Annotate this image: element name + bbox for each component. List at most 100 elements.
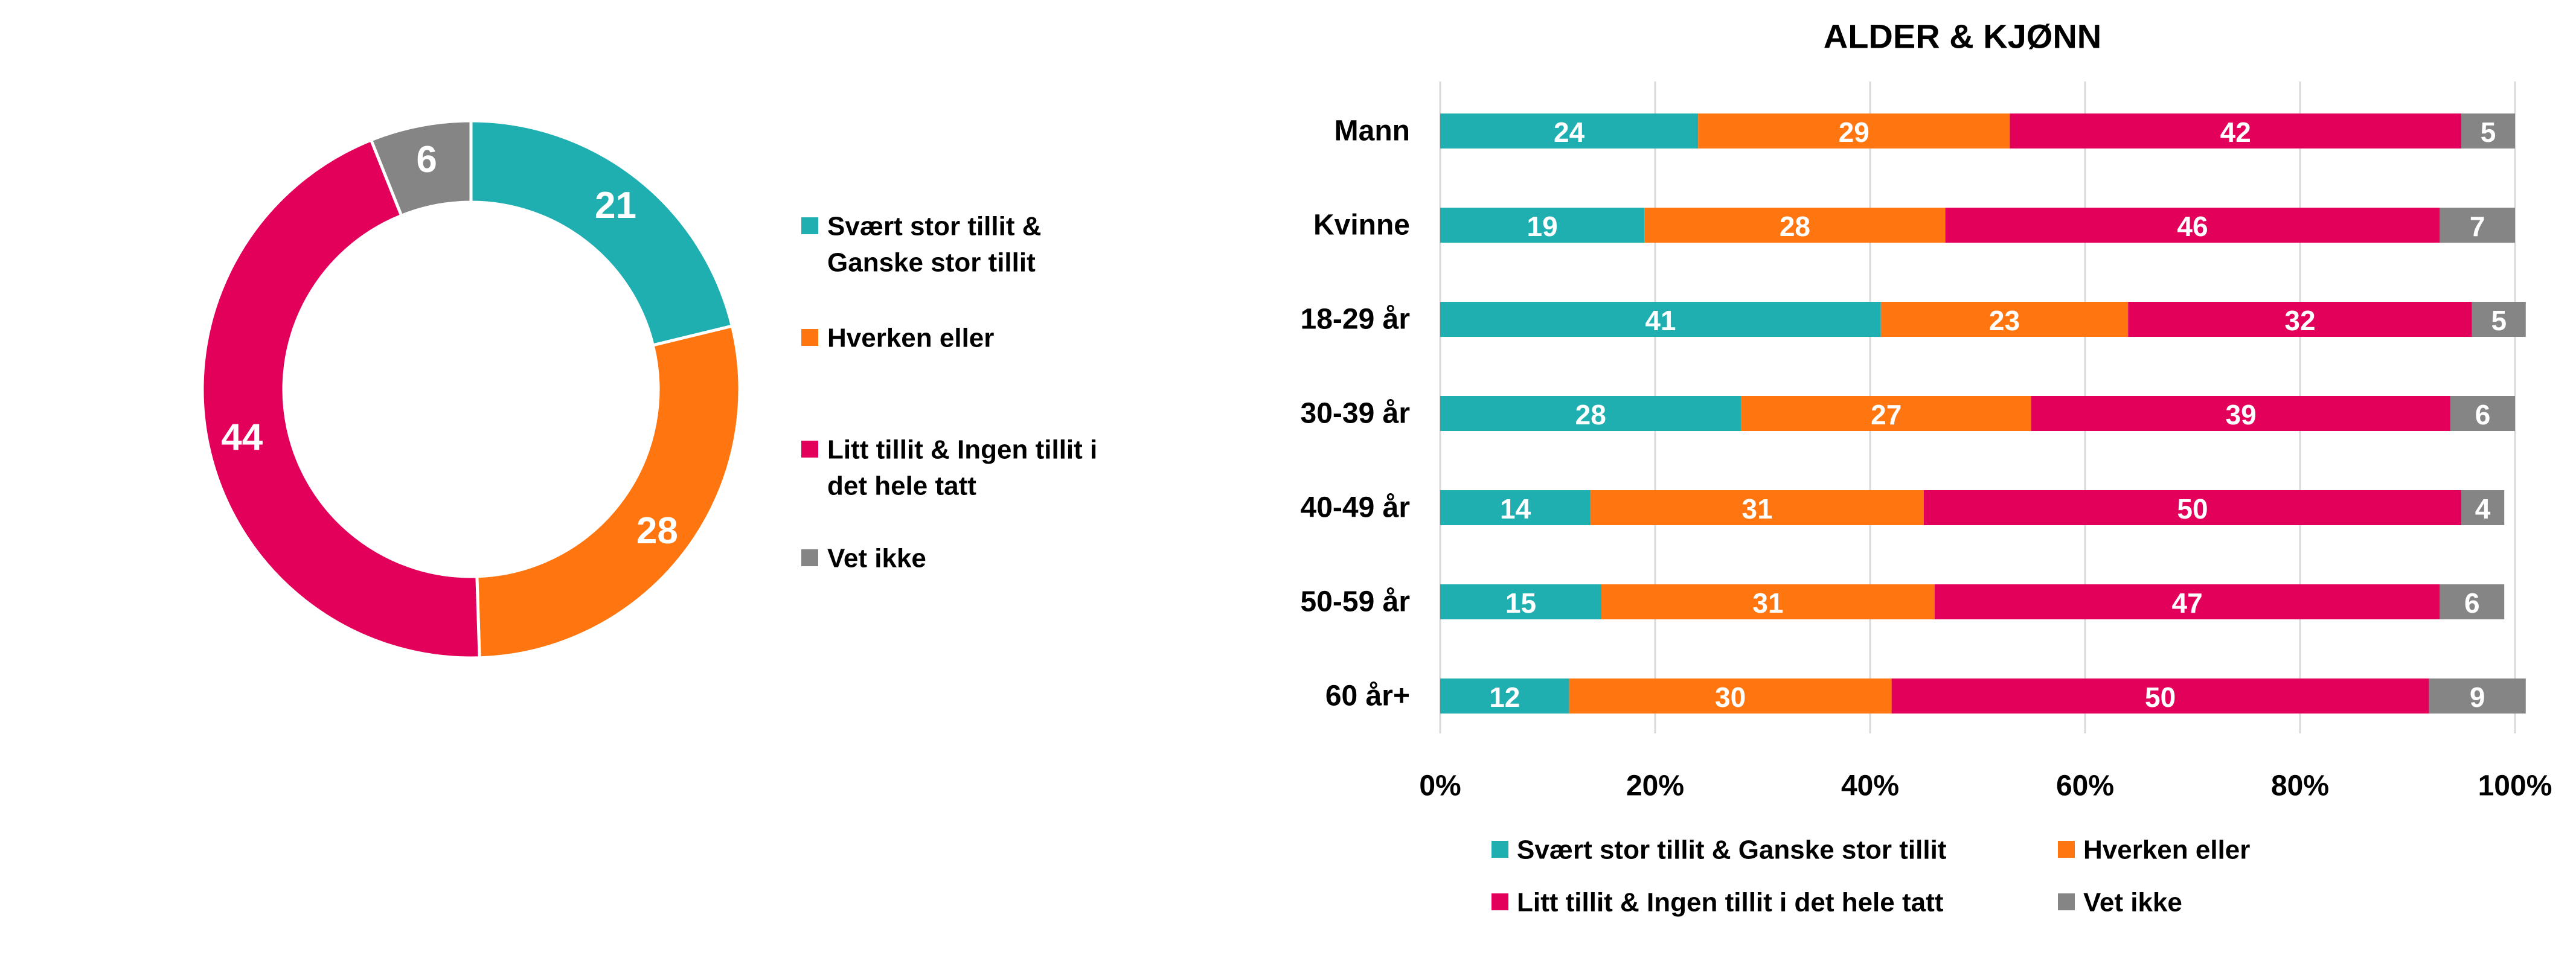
category-label: Kvinne (1313, 209, 1410, 241)
donut-legend-label: Litt tillit & Ingen tillit i (827, 435, 1097, 465)
bar-chart-title: ALDER & KJØNN (1824, 18, 2101, 56)
legend-swatch (801, 329, 818, 346)
bar-segment-label: 15 (1505, 587, 1536, 619)
bar-chart-x-tick-labels: 0% 20% 40% 60% 80% 100% (1419, 770, 2552, 802)
bar-segment-hverken-eller (1591, 490, 1924, 525)
legend-swatch (2058, 841, 2075, 858)
bar-segment-vet-ikke (2450, 396, 2515, 431)
x-tick-label: 60% (2056, 770, 2114, 802)
donut-legend-label: Ganske stor tillit (827, 248, 1036, 278)
bar-segment-label: 50 (2177, 493, 2208, 525)
bar-segment-litt-tillit-and-ingen-tillit-i-det-hele-tatt (1924, 490, 2461, 525)
donut-slice-label: 28 (636, 510, 678, 552)
bar-segment-hverken-eller (1698, 113, 2010, 148)
donut-legend-label: Vet ikke (827, 544, 926, 573)
donut-legend-label: det hele tatt (827, 471, 976, 501)
category-label: 40-49 år (1301, 492, 1410, 524)
bar-segment-label: 24 (1554, 117, 1585, 148)
bar-segment-label: 28 (1780, 211, 1810, 242)
donut-legend-label: Hverken eller (827, 324, 994, 353)
category-label: 50-59 år (1301, 586, 1410, 618)
bar-segment-litt-tillit-and-ingen-tillit-i-det-hele-tatt (2128, 302, 2472, 337)
bar-segment-label: 5 (2491, 305, 2507, 336)
bar-legend-label: Svært stor tillit & Ganske stor tillit (1517, 835, 1947, 865)
bar-segment-label: 47 (2172, 587, 2203, 619)
donut-legend-item: Vet ikke (801, 544, 926, 573)
bar-segment-label: 31 (1752, 587, 1783, 619)
bar-segment-label: 23 (1989, 305, 2020, 336)
bar-segment-label: 12 (1489, 682, 1520, 713)
legend-swatch (801, 441, 818, 458)
bar-segment-vet-ikke (2429, 678, 2526, 714)
bar-segment-litt-tillit-and-ingen-tillit-i-det-hele-tatt (1891, 678, 2429, 714)
bar-segment-hverken-eller (1644, 208, 1946, 243)
legend-swatch (1491, 841, 1508, 858)
donut-slice-label: 6 (416, 139, 437, 180)
bar-segment-vet-ikke (2440, 208, 2515, 243)
bar-segment-label: 7 (2470, 211, 2485, 242)
category-label: 18-29 år (1301, 304, 1410, 336)
bar-segment-label: 9 (2470, 682, 2485, 713)
bar-legend-label: Litt tillit & Ingen tillit i det hele ta… (1517, 888, 1944, 918)
bar-segment-label: 41 (1645, 305, 1676, 336)
bar-segment-vet-ikke (2440, 584, 2505, 619)
legend-swatch (1491, 893, 1508, 910)
category-label: 30-39 år (1301, 398, 1410, 430)
bar-segment-label: 29 (1839, 117, 1870, 148)
bar-segment-label: 31 (1742, 493, 1773, 525)
legend-swatch (2058, 893, 2075, 910)
bar-chart-bars: 24 29 42 5 19 28 46 7 41 23 32 5 28 27 39 6 14 31 50 4 15 31 4… (1440, 113, 2526, 714)
donut-legend-item: Hverken eller (801, 324, 994, 353)
bar-segment-label: 42 (2220, 117, 2251, 148)
bar-segment-litt-tillit-and-ingen-tillit-i-det-hele-tatt (1934, 584, 2440, 619)
bar-segment-litt-tillit-and-ingen-tillit-i-det-hele-tatt (1945, 208, 2440, 243)
bar-segment-label: 28 (1575, 399, 1606, 430)
bar-segment-svaert-stor-tillit-and-ganske-stor-tillit (1440, 396, 1741, 431)
bar-row-40-49-ar: 14 31 50 4 (1440, 490, 2505, 525)
bar-row-30-39-ar: 28 27 39 6 (1440, 396, 2515, 431)
bar-segment-label: 46 (2177, 211, 2208, 242)
bar-segment-hverken-eller (1601, 584, 1935, 619)
bar-segment-label: 19 (1527, 211, 1558, 242)
bar-segment-litt-tillit-and-ingen-tillit-i-det-hele-tatt (2031, 396, 2451, 431)
bar-row-60-ar: 12 30 50 9 (1440, 678, 2526, 714)
x-tick-label: 20% (1626, 770, 1684, 802)
bar-segment-litt-tillit-and-ingen-tillit-i-det-hele-tatt (2010, 113, 2461, 148)
category-label: Mann (1334, 115, 1410, 147)
bar-segment-vet-ikke (2472, 302, 2526, 337)
bar-segment-label: 39 (2226, 399, 2257, 430)
bar-row-18-29-ar: 41 23 32 5 (1440, 302, 2526, 337)
donut-slice-label: 44 (221, 417, 263, 458)
donut-slice-hverken-eller (475, 324, 742, 660)
bar-chart-category-labels: Mann Kvinne 18-29 år 30-39 år 40-49 år 50-59 … (1301, 115, 1410, 712)
x-tick-label: 100% (2478, 770, 2552, 802)
bar-legend-item-svaert-stor-tillit-and-ganske-stor-tillit: Svært stor tillit & Ganske stor tillit (1491, 835, 1947, 865)
bar-segment-svaert-stor-tillit-and-ganske-stor-tillit (1440, 113, 1699, 148)
donut-legend-item: Svært stor tillit & Ganske stor tillit (801, 212, 1042, 278)
bar-segment-label: 32 (2284, 305, 2315, 336)
donut-slice-litt-tillit-and-ingen-tillit-i-det-hele-tatt (200, 138, 481, 660)
bar-legend-label: Hverken eller (2083, 835, 2250, 865)
donut-slice-vet-ikke (369, 119, 473, 218)
bar-segment-svaert-stor-tillit-and-ganske-stor-tillit (1440, 584, 1601, 619)
bar-legend-item-litt-tillit-and-ingen-tillit-i-det-hele-tatt: Litt tillit & Ingen tillit i det hele ta… (1491, 888, 1944, 918)
donut-legend-label: Svært stor tillit & (827, 212, 1042, 241)
bar-segment-svaert-stor-tillit-and-ganske-stor-tillit (1440, 208, 1645, 243)
donut-chart: 21 28 44 6 (200, 119, 742, 660)
legend-swatch (801, 217, 818, 234)
bar-legend-label: Vet ikke (2083, 888, 2182, 918)
bar-row-mann: 24 29 42 5 (1440, 113, 2515, 148)
bar-row-50-59-ar: 15 31 47 6 (1440, 584, 2505, 619)
legend-swatch (801, 549, 818, 566)
bar-segment-svaert-stor-tillit-and-ganske-stor-tillit (1440, 302, 1881, 337)
bar-segment-label: 4 (2475, 493, 2491, 525)
donut-slice-svaert-stor-tillit-and-ganske-stor-tillit (469, 119, 734, 347)
bar-segment-svaert-stor-tillit-and-ganske-stor-tillit (1440, 678, 1569, 714)
bar-legend-item-vet-ikke: Vet ikke (2058, 888, 2182, 918)
bar-segment-hverken-eller (1880, 302, 2129, 337)
bar-segment-label: 5 (2481, 117, 2496, 148)
x-tick-label: 40% (1841, 770, 1899, 802)
donut-slice-label: 21 (595, 185, 636, 226)
category-label: 60 år+ (1325, 680, 1410, 712)
